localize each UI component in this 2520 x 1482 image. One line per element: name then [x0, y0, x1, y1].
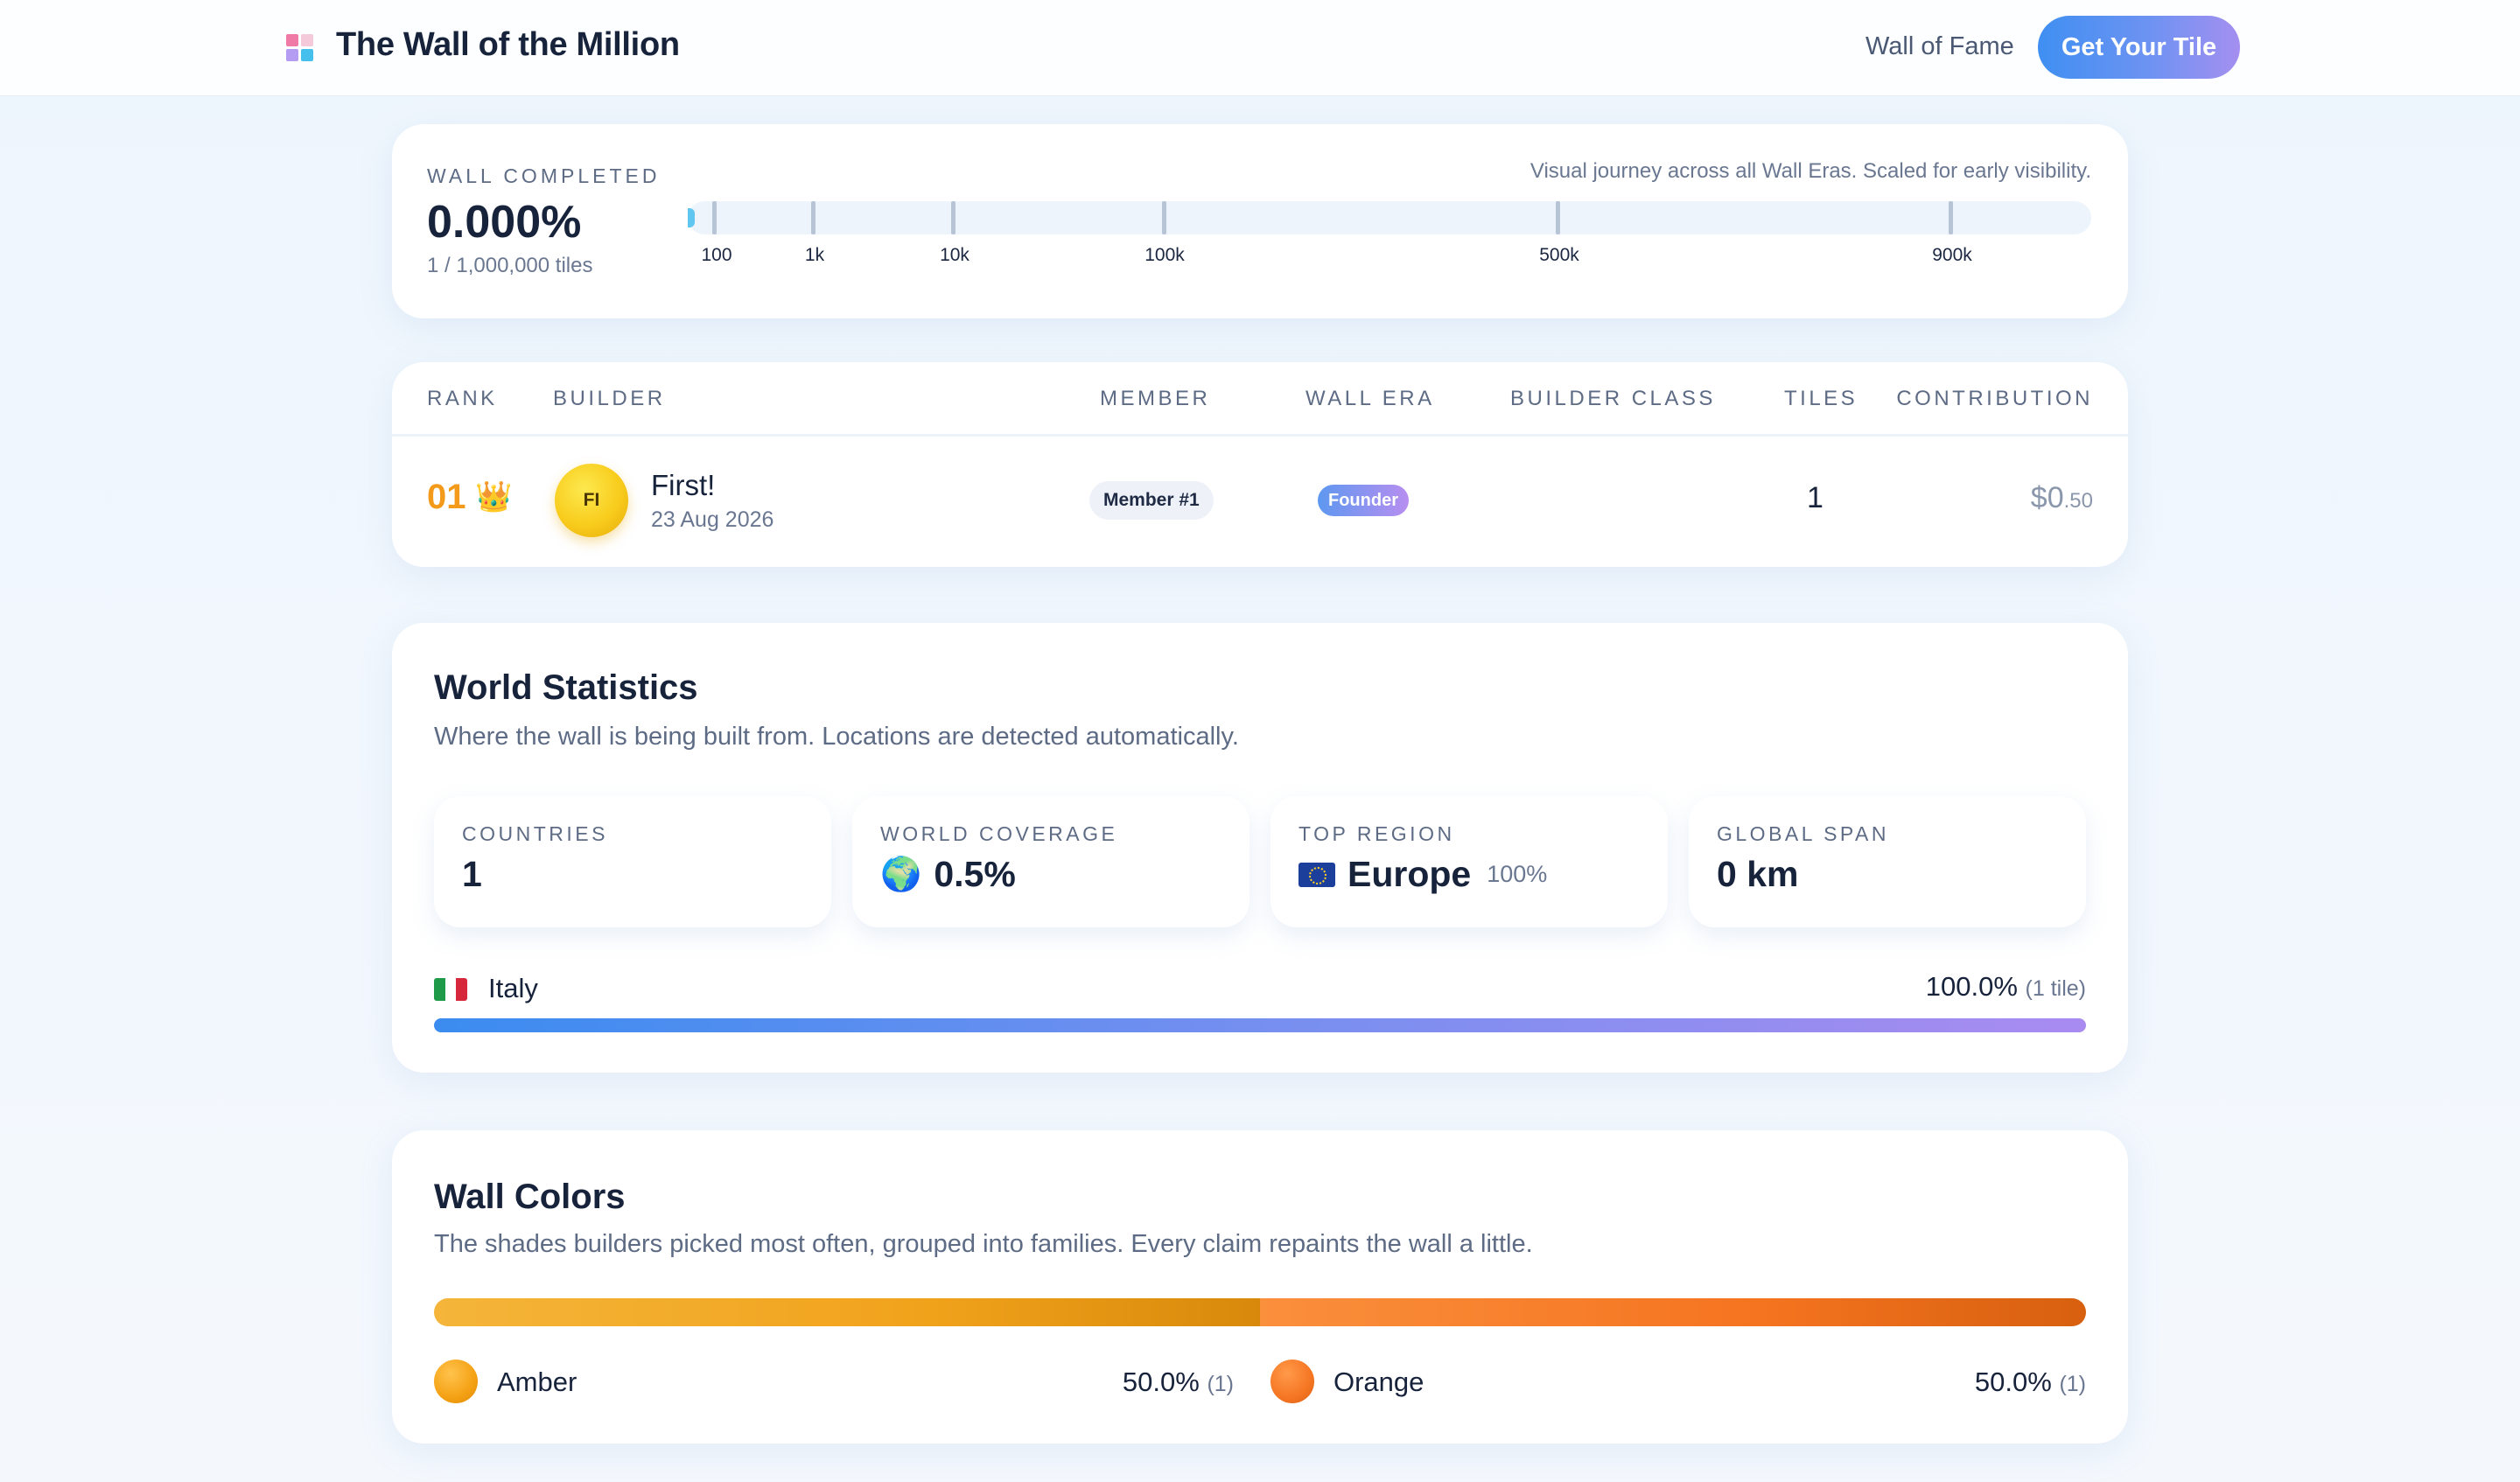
section-title: World Statistics — [434, 668, 698, 707]
stat-value: 🌍 0.5% — [880, 854, 1016, 895]
color-percent: 50.0% (1) — [1975, 1367, 2086, 1398]
milestone-tick — [1162, 201, 1166, 234]
color-name: Orange — [1334, 1367, 1424, 1397]
color-segment-orange — [1260, 1298, 2086, 1326]
builder-date: 23 Aug 2026 — [651, 507, 774, 532]
milestone-label: 900k — [1932, 245, 1972, 265]
column-header-builder-class: BUILDER CLASS — [1510, 387, 1716, 410]
contribution-amount: $0.50 — [2031, 481, 2093, 515]
stat-label: GLOBAL SPAN — [1717, 822, 1890, 845]
milestone-tick — [1556, 201, 1560, 234]
column-header-contribution: CONTRIBUTION — [1896, 387, 2093, 410]
milestone-label: 100 — [701, 245, 732, 265]
color-count: (1) — [1207, 1372, 1234, 1396]
world-statistics-card: World Statistics Where the wall is being… — [392, 623, 2128, 1073]
stat-value: Europe 100% — [1298, 854, 1547, 895]
column-header-member: MEMBER — [1100, 387, 1211, 410]
stat-value: 0 km — [1717, 854, 1798, 895]
milestone-label: 500k — [1539, 245, 1579, 265]
milestone-label: 10k — [940, 245, 970, 265]
avatar[interactable]: FI — [555, 464, 628, 537]
contribution-dollars: $0 — [2030, 481, 2064, 514]
wall-progress-track — [688, 201, 2091, 234]
stat-card-top-region: TOP REGION Europe 100% — [1270, 796, 1668, 927]
country-tile-count: (1 tile) — [2025, 976, 2086, 1001]
column-header-tiles: TILES — [1784, 387, 1858, 410]
column-header-builder: BUILDER — [553, 387, 666, 410]
country-share-bar — [434, 1018, 2086, 1032]
top-region-name: Europe — [1348, 854, 1472, 894]
stat-card-global-span: GLOBAL SPAN 0 km — [1689, 796, 2086, 927]
wall-completed-label: WALL COMPLETED — [427, 164, 661, 187]
orange-swatch-icon — [1270, 1360, 1314, 1403]
rank-number: 01 — [427, 478, 466, 516]
wall-colors-card: Wall Colors The shades builders picked m… — [392, 1130, 2128, 1444]
color-name: Amber — [497, 1367, 578, 1397]
country-percent-value: 100.0% — [1925, 971, 2018, 1002]
milestone-tick — [951, 201, 956, 234]
color-percent-value: 50.0% — [1974, 1367, 2052, 1397]
color-legend-orange: Orange 50.0% (1) — [1270, 1360, 2086, 1403]
italy-flag-icon — [434, 978, 467, 1001]
milestone-label: 1k — [804, 245, 825, 265]
milestone-tick — [1949, 201, 1953, 234]
color-legend-amber: Amber 50.0% (1) — [434, 1360, 1234, 1403]
builder-name[interactable]: First! — [651, 469, 716, 501]
crown-icon: 👑 — [475, 480, 513, 514]
stat-card-countries: COUNTRIES 1 — [434, 796, 831, 927]
color-distribution-bar — [434, 1298, 2086, 1326]
wall-progress-fill — [688, 208, 695, 227]
app-logo-icon[interactable] — [286, 34, 314, 62]
stat-label: WORLD COVERAGE — [880, 822, 1118, 845]
leaderboard-table: RANK BUILDER MEMBER WALL ERA BUILDER CLA… — [392, 362, 2128, 567]
section-subtitle: Where the wall is being built from. Loca… — [434, 723, 1239, 751]
top-nav-bar: The Wall of the Million Wall of Fame Get… — [0, 0, 2520, 96]
amber-swatch-icon — [434, 1360, 478, 1403]
nav-link-wall-of-fame[interactable]: Wall of Fame — [1866, 32, 2014, 60]
stat-label: COUNTRIES — [462, 822, 608, 845]
tiles-count-text: 1 / 1,000,000 tiles — [427, 254, 593, 277]
wall-progress-card: WALL COMPLETED 0.000% 1 / 1,000,000 tile… — [392, 124, 2128, 318]
milestone-label: 100k — [1144, 245, 1185, 265]
tiles-count: 1 — [1807, 481, 1824, 514]
milestone-tick — [811, 201, 816, 234]
globe-icon: 🌍 — [880, 856, 922, 893]
milestone-tick — [712, 201, 717, 234]
app-title[interactable]: The Wall of the Million — [336, 26, 680, 63]
stat-card-world-coverage: WORLD COVERAGE 🌍 0.5% — [852, 796, 1250, 927]
stat-label: TOP REGION — [1298, 822, 1455, 845]
countries-count: 1 — [462, 854, 482, 894]
country-row-italy: Italy 100.0% (1 tile) — [434, 971, 2086, 1006]
column-header-wall-era: WALL ERA — [1306, 387, 1435, 410]
stat-value: 1 — [462, 854, 482, 895]
color-percent-value: 50.0% — [1122, 1367, 1200, 1397]
column-header-rank: RANK — [427, 387, 498, 410]
global-span-value: 0 km — [1717, 854, 1799, 894]
wall-era-badge: Founder — [1318, 485, 1409, 516]
eu-flag-icon — [1298, 862, 1335, 887]
wall-completed-percent: 0.000% — [427, 197, 582, 248]
get-your-tile-button[interactable]: Get Your Tile — [2038, 16, 2240, 79]
contribution-cents: .50 — [2063, 489, 2093, 513]
country-percent: 100.0% (1 tile) — [1926, 971, 2086, 1003]
color-segment-amber — [434, 1298, 1260, 1326]
color-count: (1) — [2059, 1372, 2086, 1396]
color-percent: 50.0% (1) — [1123, 1367, 1234, 1398]
member-badge: Member #1 — [1089, 481, 1214, 520]
section-title: Wall Colors — [434, 1178, 626, 1216]
top-region-percent: 100% — [1487, 861, 1548, 887]
section-subtitle: The shades builders picked most often, g… — [434, 1230, 1533, 1258]
country-name: Italy — [488, 973, 538, 1003]
journey-caption: Visual journey across all Wall Eras. Sca… — [1530, 159, 2091, 183]
world-coverage-value: 0.5% — [934, 854, 1016, 894]
table-divider — [392, 434, 2128, 437]
